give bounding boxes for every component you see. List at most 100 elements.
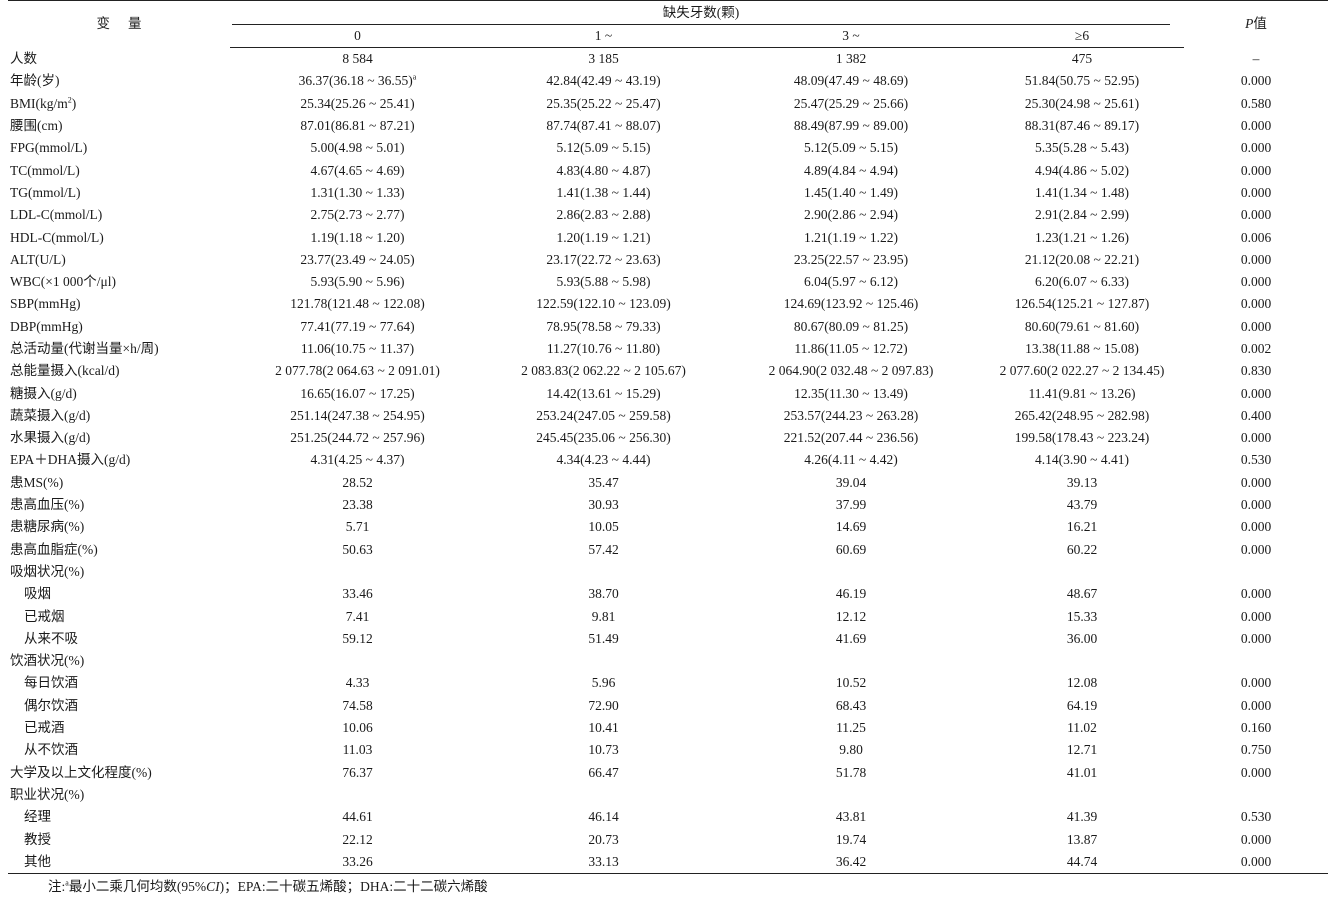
cell-value: 60.69 xyxy=(835,541,867,557)
row-label: FPG(mmol/L) xyxy=(8,137,230,159)
cell-value: 68.43 xyxy=(835,697,867,713)
cell-value: 4.26(4.11 ~ 4.42) xyxy=(804,452,898,468)
cell-group-1: 5.93(5.88 ~ 5.98) xyxy=(485,271,722,293)
cell-value: 25.47(25.29 ~ 25.66) xyxy=(793,95,909,111)
row-label-text: TG(mmol/L) xyxy=(10,184,81,200)
p-value xyxy=(1184,561,1328,583)
p-value: 0.000 xyxy=(1240,586,1272,602)
cell-group-3 xyxy=(980,784,1184,806)
cell-value: 6.04(5.97 ~ 6.12) xyxy=(804,274,898,290)
table-header: 变量 缺失牙数(颗) P值 0 1 ~ 3 ~ ≥6 xyxy=(8,0,1328,48)
cell-group-1: 2.86(2.83 ~ 2.88) xyxy=(485,204,722,226)
cell-value: 2 077.78(2 064.63 ~ 2 091.01) xyxy=(275,363,440,379)
cell-value: 46.19 xyxy=(835,586,867,602)
cell-group-1: 4.34(4.23 ~ 4.44) xyxy=(485,449,722,471)
cell-group-0: 7.41 xyxy=(230,605,485,627)
row-label: 患高血压(%) xyxy=(8,494,230,516)
cell-group-2: 9.80 xyxy=(722,739,980,761)
cell-value: 11.03 xyxy=(342,742,373,758)
cell-value: 25.30(24.98 ~ 25.61) xyxy=(1024,95,1140,111)
cell-group-2: 11.25 xyxy=(722,717,980,739)
cell-value: 80.67(80.09 ~ 81.25) xyxy=(793,318,909,334)
row-label: 已戒酒 xyxy=(8,717,230,739)
cell-value: 199.58(178.43 ~ 223.24) xyxy=(1014,430,1150,446)
cell-group-3: 126.54(125.21 ~ 127.87) xyxy=(980,293,1184,315)
table-row: 每日饮酒 4.33 5.96 10.52 12.08 0.000 xyxy=(8,672,1328,694)
cell-group-1: 14.42(13.61 ~ 15.29) xyxy=(485,382,722,404)
cell-value: 4.94(4.86 ~ 5.02) xyxy=(1035,162,1129,178)
cell-value: 33.13 xyxy=(588,853,619,869)
table-row: BMI(kg/m2) 25.34(25.26 ~ 25.41) 25.35(25.2… xyxy=(8,93,1328,115)
cell-value: 37.99 xyxy=(835,497,867,513)
cell-value: 4.34(4.23 ~ 4.44) xyxy=(556,452,651,468)
table-row: 其他 33.26 33.13 36.42 44.74 0.000 xyxy=(8,851,1328,874)
row-label-text: 吸烟状况(%) xyxy=(10,563,85,579)
row-label: 蔬菜摄入(g/d) xyxy=(8,405,230,427)
table-row: 患糖尿病(%) 5.71 10.05 14.69 16.21 0.000 xyxy=(8,516,1328,538)
p-value: 0.000 xyxy=(1240,73,1272,89)
cell-group-0: 50.63 xyxy=(230,539,485,561)
cell-group-2: 48.09(47.49 ~ 48.69) xyxy=(722,70,980,92)
cell-group-2: 19.74 xyxy=(722,828,980,850)
cell-group-2 xyxy=(722,650,980,672)
cell-group-3: 60.22 xyxy=(980,539,1184,561)
p-value: 0.000 xyxy=(1240,385,1272,401)
cell-value: 1.23(1.21 ~ 1.26) xyxy=(1035,229,1129,245)
table-row: FPG(mmol/L) 5.00(4.98 ~ 5.01) 5.12(5.09 ~ … xyxy=(8,137,1328,159)
cell-group-0: 2 077.78(2 064.63 ~ 2 091.01) xyxy=(230,360,485,382)
cell-value: 77.41(77.19 ~ 77.64) xyxy=(300,318,415,334)
row-label: 大学及以上文化程度(%) xyxy=(8,762,230,784)
cell-group-1: 5.12(5.09 ~ 5.15) xyxy=(485,137,722,159)
cell-group-1: 38.70 xyxy=(485,583,722,605)
cell-group-1: 10.73 xyxy=(485,739,722,761)
p-value: 0.400 xyxy=(1240,407,1272,423)
cell-group-2: 4.26(4.11 ~ 4.42) xyxy=(722,449,980,471)
p-value-header: P值 xyxy=(1184,1,1328,48)
p-value: 0.530 xyxy=(1240,452,1272,468)
cell-value: 475 xyxy=(1071,51,1093,67)
cell-value: 124.69(123.92 ~ 125.46) xyxy=(783,296,919,312)
cell-group-1: 42.84(42.49 ~ 43.19) xyxy=(485,70,722,92)
cell-value: 11.06(10.75 ~ 11.37) xyxy=(300,341,415,356)
cell-value: 11.86(11.05 ~ 12.72) xyxy=(794,341,908,356)
cell-value: 5.35(5.28 ~ 5.43) xyxy=(1035,140,1129,156)
cell-value: 9.81 xyxy=(591,608,616,624)
cell-group-2 xyxy=(722,561,980,583)
cell-value: 76.37 xyxy=(342,764,373,780)
cell-group-0: 1.19(1.18 ~ 1.20) xyxy=(230,226,485,248)
cell-group-1: 253.24(247.05 ~ 259.58) xyxy=(485,405,722,427)
cell-group-1: 1.41(1.38 ~ 1.44) xyxy=(485,182,722,204)
cell-group-1: 57.42 xyxy=(485,539,722,561)
data-table: 变量 缺失牙数(颗) P值 0 1 ~ 3 ~ ≥6 人数 8 584 3 185 1… xyxy=(8,0,1328,874)
cell-value: 66.47 xyxy=(588,764,619,780)
cell-value: 23.17(22.72 ~ 23.63) xyxy=(546,251,661,267)
p-value: 0.000 xyxy=(1240,207,1272,223)
cell-group-0: 25.34(25.26 ~ 25.41) xyxy=(230,93,485,115)
row-label: 总活动量(代谢当量×h/周) xyxy=(8,338,230,360)
cell-value: 2.91(2.84 ~ 2.99) xyxy=(1035,207,1129,223)
cell-value: 12.35(11.30 ~ 13.49) xyxy=(794,385,908,401)
cell-group-2: 1.45(1.40 ~ 1.49) xyxy=(722,182,980,204)
cell-value: 2.86(2.83 ~ 2.88) xyxy=(556,207,651,223)
cell-group-2: 36.42 xyxy=(722,851,980,874)
row-label-text: FPG(mmol/L) xyxy=(10,140,88,156)
cell-group-0: 23.77(23.49 ~ 24.05) xyxy=(230,249,485,271)
cell-value: 221.52(207.44 ~ 236.56) xyxy=(783,430,919,446)
cell-group-0: 5.00(4.98 ~ 5.01) xyxy=(230,137,485,159)
row-label-suffix: ) xyxy=(71,95,77,111)
cell-value: 15.33 xyxy=(1066,608,1098,624)
cell-value: 5.93(5.88 ~ 5.98) xyxy=(556,274,651,290)
cell-value: 6.20(6.07 ~ 6.33) xyxy=(1035,274,1129,290)
cell-value: 33.46 xyxy=(342,586,373,602)
cell-value: 1.45(1.40 ~ 1.49) xyxy=(804,184,898,200)
cell-value: 42.84(42.49 ~ 43.19) xyxy=(546,73,661,89)
p-symbol: P xyxy=(1245,16,1254,32)
row-label-text: EPA＋DHA摄入(g/d) xyxy=(10,452,131,468)
p-value: 0.000 xyxy=(1240,162,1272,178)
cell-value: 4.83(4.80 ~ 4.87) xyxy=(556,162,651,178)
table-row: 人数 8 584 3 185 1 382 475 – xyxy=(8,48,1328,71)
row-label: 偶尔饮酒 xyxy=(8,695,230,717)
cell-group-1: 35.47 xyxy=(485,472,722,494)
cell-group-0 xyxy=(230,650,485,672)
cell-value: 38.70 xyxy=(588,586,619,602)
